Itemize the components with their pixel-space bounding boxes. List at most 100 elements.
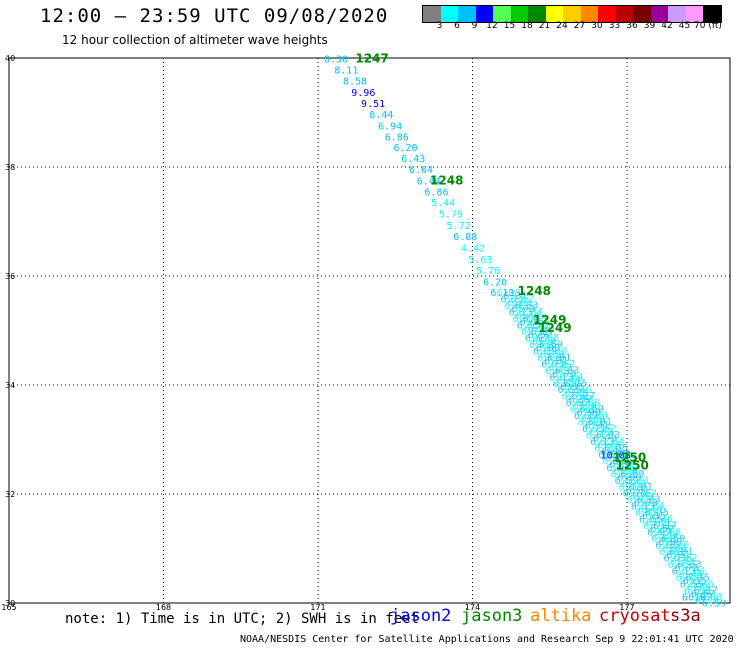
swh-label: 4.42 <box>461 243 485 254</box>
latitude-labels: 40 38 36 34 32 30 <box>5 54 15 608</box>
color-scale-cell <box>580 6 598 22</box>
dense-track-mark: 6.97 <box>566 398 590 409</box>
dense-track-mark: 6.15 <box>601 446 625 457</box>
pass-number-label: 1250 <box>613 450 646 464</box>
color-scale-label: 39 <box>643 21 656 31</box>
longitude-label: 168 <box>156 603 171 612</box>
dense-track-mark: 6.57 <box>650 524 674 535</box>
color-scale-cell <box>650 6 668 22</box>
dense-track-mark: 6.59 <box>620 469 644 480</box>
dense-track-mark: 6.31 <box>585 421 609 432</box>
swh-label: 5.76 <box>476 266 500 277</box>
dense-track-mark: 6.71 <box>663 553 687 564</box>
dense-track-mark: 6.55 <box>558 385 582 396</box>
dense-track-mark: 6.55 <box>598 450 622 461</box>
dense-track-mark: 6.75 <box>645 508 669 519</box>
dense-track-mark: 6.75 <box>604 443 628 454</box>
color-scale-labels: 3 6 9 12 15 18 21 24 27 30 33 36 39 42 45 70 (ft) <box>422 21 740 35</box>
dense-track-mark: 6.26 <box>643 521 667 532</box>
dense-track-mark: 6.86 <box>646 518 670 529</box>
color-scale-label: 21 <box>538 21 551 31</box>
dense-track-mark: 6.59 <box>580 404 604 415</box>
dense-track-mark: 6.15 <box>683 576 707 587</box>
map-frame <box>8 57 731 604</box>
dense-track-mark: 6.57 <box>691 589 715 600</box>
latitude-label: 34 <box>5 381 15 390</box>
dense-track-mark: 6.88 <box>698 592 722 603</box>
dense-track-mark: 6.15 <box>520 317 544 328</box>
dense-track-mark: 6.71 <box>541 359 565 370</box>
longitude-labels: 165 168 171 174 177 <box>1 603 634 612</box>
dense-track-mark: 6.84 <box>635 508 659 519</box>
latitude-label: 30 <box>5 599 15 608</box>
dense-track-mark: 6.33 <box>677 559 701 570</box>
dense-track-mark: 6.44 <box>679 569 703 580</box>
dense-track-mark: 6.88 <box>657 527 681 538</box>
dense-track-mark: 6.02 <box>670 556 694 567</box>
dense-track-mark: 6.68 <box>651 534 675 545</box>
color-scale-cell <box>615 6 633 22</box>
color-scale-label: 18 <box>521 21 533 31</box>
color-scale-cell <box>545 6 563 22</box>
dense-track-mark: 6.02 <box>630 492 654 503</box>
color-scale-cell <box>598 6 616 22</box>
dense-track-mark: 6.86 <box>565 388 589 399</box>
dense-track-mark: 6.60 <box>622 479 646 490</box>
dense-track-mark: 6.62 <box>633 488 657 499</box>
color-scale-label: 24 <box>556 21 568 31</box>
swh-label: 5.63 <box>468 255 492 266</box>
dense-track-mark: 6.97 <box>525 333 549 344</box>
swh-label: 5.72 <box>447 221 471 232</box>
color-scale-cell <box>528 6 546 22</box>
dense-track-mark: 6.39 <box>615 476 639 487</box>
dense-track-mark: 6.31 <box>503 291 527 302</box>
dense-track-mark: 6.59 <box>661 534 685 545</box>
dense-track-mark: 6.97 <box>606 463 630 474</box>
footer-note: note: 1) Time is in UTC; 2) SWH is in fe… <box>65 611 420 627</box>
dense-track-mark: 6.28 <box>532 336 556 347</box>
color-scale-cell <box>440 6 458 22</box>
legend-entry-jason2: jason2 <box>390 606 452 626</box>
dense-track-mark: 6.59 <box>702 598 726 609</box>
dense-track-mark: 6.73 <box>675 563 699 574</box>
swh-label: 5.79 <box>439 210 463 221</box>
dense-track-mark: 6.26 <box>521 327 545 338</box>
dense-track-mark: 6.84 <box>594 443 618 454</box>
dense-track-mark: 6.73 <box>634 498 658 509</box>
dense-track-mark: 6.46 <box>608 449 632 460</box>
dense-track-mark: 6.20 <box>665 540 689 551</box>
dense-track-mark: 6.99 <box>658 537 682 548</box>
color-scale-label: 42 <box>661 21 673 31</box>
swh-label: 6.86 <box>424 187 448 198</box>
latitude-label: 36 <box>5 272 15 281</box>
dense-track-mark: 6.59 <box>539 339 563 350</box>
dense-track-mark: 6.04 <box>600 437 624 448</box>
color-scale-cell <box>510 6 528 22</box>
swh-label: 6.13 <box>490 288 514 299</box>
dense-track-mark: 6.75 <box>563 378 587 389</box>
dense-track-mark: 6.55 <box>680 579 704 590</box>
color-scale-cell <box>475 6 493 22</box>
legend-entry-s3a: s3a <box>670 606 701 626</box>
color-scale-cell <box>563 6 581 22</box>
dense-track-mark: 6.39 <box>574 411 598 422</box>
latitude-label: 38 <box>5 163 15 172</box>
color-scale-cell <box>685 6 703 22</box>
dense-track-mark: 6.62 <box>673 553 697 564</box>
dense-track-mark: 6.17 <box>653 521 677 532</box>
dense-track-mark: 6.91 <box>669 547 693 558</box>
dense-track-mark: 6.02 <box>589 427 613 438</box>
dense-track-mark: 6.57 <box>609 459 633 470</box>
dense-track-mark: 6.02 <box>548 362 572 373</box>
dense-track-mark: 6.26 <box>684 586 708 597</box>
swh-label: 8.11 <box>334 65 358 76</box>
dense-track-mark: 6.73 <box>512 304 536 315</box>
swh-label: 6.20 <box>483 277 507 288</box>
dense-track-mark: 6.71 <box>623 489 647 500</box>
color-scale-label: 30 <box>591 21 603 31</box>
swh-label: 8.30 <box>324 54 348 65</box>
dense-track-mark: 6.42 <box>505 301 529 312</box>
color-scale-label: 6 <box>454 21 460 31</box>
color-scale-label: 36 <box>626 21 638 31</box>
